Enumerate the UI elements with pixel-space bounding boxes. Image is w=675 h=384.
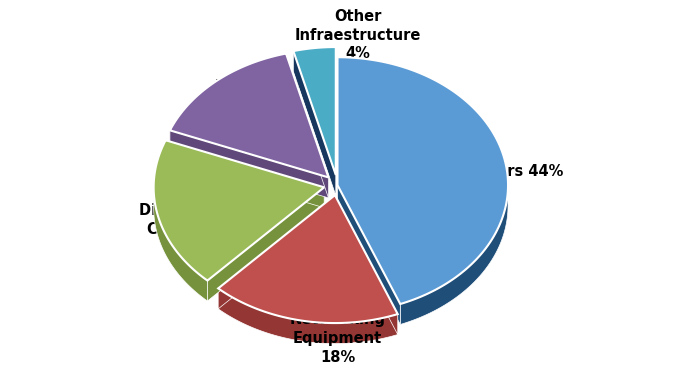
Polygon shape — [294, 47, 335, 175]
Polygon shape — [338, 185, 400, 324]
Polygon shape — [335, 195, 398, 334]
Polygon shape — [294, 51, 335, 195]
Polygon shape — [218, 195, 335, 309]
Polygon shape — [154, 140, 324, 281]
Text: Networking
Equipment
18%: Networking Equipment 18% — [290, 313, 385, 365]
Polygon shape — [218, 195, 398, 323]
Polygon shape — [294, 47, 335, 71]
Text: Other
Infraestructure
4%: Other Infraestructure 4% — [295, 9, 421, 61]
Polygon shape — [286, 53, 329, 198]
Polygon shape — [338, 57, 508, 324]
Polygon shape — [170, 53, 329, 177]
Polygon shape — [154, 140, 207, 301]
Text: Power 15%: Power 15% — [215, 79, 306, 94]
Polygon shape — [338, 57, 508, 304]
Text: Servers 44%: Servers 44% — [460, 164, 564, 179]
Polygon shape — [170, 53, 286, 151]
Polygon shape — [165, 140, 324, 208]
Text: Power
Distribution &
Cooling 19%: Power Distribution & Cooling 19% — [139, 185, 256, 237]
Polygon shape — [170, 130, 329, 198]
Polygon shape — [218, 288, 398, 344]
Polygon shape — [207, 187, 324, 301]
